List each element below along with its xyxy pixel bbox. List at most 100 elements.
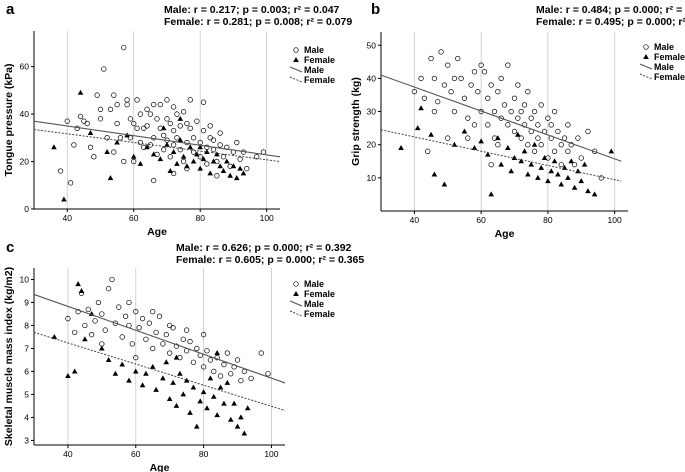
point-male <box>95 299 102 306</box>
point-male <box>153 329 159 336</box>
point-male <box>505 122 511 128</box>
point-female <box>164 141 170 147</box>
point-male <box>147 111 154 117</box>
y-tick-label: 5 <box>24 389 29 399</box>
point-male <box>511 95 518 101</box>
point-female <box>234 423 241 429</box>
point-male <box>207 357 214 363</box>
point-male <box>121 44 127 51</box>
legend-female-marker-icon <box>293 291 299 296</box>
point-male <box>525 142 531 148</box>
point-male <box>57 168 64 174</box>
point-female <box>107 175 114 181</box>
point-male <box>163 332 169 338</box>
x-tick-label: 40 <box>63 449 73 459</box>
point-male <box>82 322 88 329</box>
point-male <box>180 336 186 342</box>
point-male <box>164 116 170 122</box>
point-female <box>170 149 177 155</box>
point-male <box>455 55 461 62</box>
point-female <box>548 168 555 174</box>
legend-female-marker-icon <box>643 54 649 59</box>
stats-male: Male: r = 0.484; p = 0.000; r² = 0.220 <box>536 4 685 16</box>
point-female <box>214 151 220 157</box>
fit-line-female <box>33 331 286 411</box>
point-female <box>77 89 84 95</box>
point-female <box>478 138 484 144</box>
fit-line-male <box>33 293 286 384</box>
fit-line-male <box>33 120 281 158</box>
point-male <box>107 106 114 112</box>
legend-label: Female <box>654 72 685 82</box>
point-male <box>67 180 74 186</box>
fit-line-female <box>380 129 622 182</box>
point-male <box>200 128 207 134</box>
legend-fit-male-line <box>289 300 303 307</box>
point-female <box>214 412 220 418</box>
point-female <box>180 391 187 397</box>
point-female <box>51 144 57 150</box>
point-male <box>204 161 210 167</box>
point-male <box>575 135 581 141</box>
y-tick-label: 60 <box>20 62 30 72</box>
point-female <box>568 158 575 164</box>
point-male <box>425 148 431 154</box>
point-female <box>200 156 207 162</box>
point-female <box>224 379 231 385</box>
point-female <box>565 174 571 180</box>
point-female <box>428 131 434 137</box>
point-male <box>265 371 271 377</box>
x-tick-label: 60 <box>131 449 141 459</box>
point-male <box>565 148 571 154</box>
point-female <box>238 414 244 420</box>
point-female <box>183 377 190 383</box>
point-male <box>187 338 193 345</box>
point-female <box>535 174 541 180</box>
point-male <box>465 135 471 141</box>
point-female <box>545 178 551 184</box>
point-male <box>77 113 84 120</box>
point-male <box>234 139 240 146</box>
point-male <box>190 135 197 141</box>
point-female <box>194 151 200 157</box>
point-female <box>227 416 234 422</box>
point-male <box>143 336 149 342</box>
legend-female-marker-icon <box>293 57 299 62</box>
legend-label: Male <box>304 299 324 309</box>
point-female <box>82 336 88 342</box>
point-female <box>99 345 105 351</box>
point-male <box>528 115 534 121</box>
point-male <box>220 154 227 160</box>
x-tick-label: 60 <box>129 213 139 223</box>
point-female <box>119 361 125 367</box>
point-female <box>130 153 137 159</box>
point-male <box>448 89 454 95</box>
point-female <box>105 356 112 362</box>
point-male <box>170 325 176 331</box>
point-male <box>134 125 140 131</box>
x-tick-label: 80 <box>543 215 553 225</box>
legend-label: Male <box>654 42 674 52</box>
panel-a: 40 60 80 100 0 20 40 60 Age Tongue pressure (kPa)… <box>3 1 352 238</box>
point-male <box>411 89 418 95</box>
point-male <box>114 101 120 108</box>
point-male <box>200 364 207 370</box>
point-female <box>488 191 494 197</box>
point-male <box>124 101 130 108</box>
point-male <box>565 122 571 128</box>
point-female <box>541 154 548 160</box>
point-male <box>167 322 173 329</box>
point-male <box>558 142 564 148</box>
point-female <box>207 170 213 176</box>
point-female <box>591 191 598 197</box>
point-male <box>183 327 190 333</box>
point-male <box>170 104 177 110</box>
point-female <box>231 400 237 406</box>
point-female <box>75 281 81 287</box>
point-male <box>75 309 81 315</box>
stats-female: Female: r = 0.281; p = 0.008; r² = 0.079 <box>164 16 352 28</box>
point-female <box>150 151 157 157</box>
y-tick-label: 10 <box>367 173 377 183</box>
point-female <box>71 368 78 374</box>
